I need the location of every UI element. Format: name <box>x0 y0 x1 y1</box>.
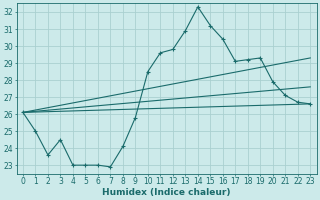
X-axis label: Humidex (Indice chaleur): Humidex (Indice chaleur) <box>102 188 231 197</box>
